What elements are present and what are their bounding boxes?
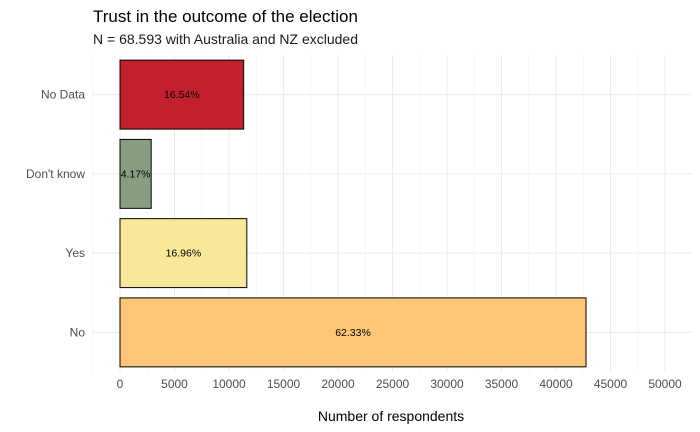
bar-data-label: 16.96% [166,248,202,260]
bar-data-label: 16.54% [164,89,200,101]
y-tick-label: Yes [65,246,85,260]
bar-data-label: 4.17% [121,168,151,180]
chart-subtitle: N = 68.593 with Australia and NZ exclude… [93,31,358,47]
x-tick-label: 45000 [594,377,628,391]
x-tick-label: 25000 [376,377,410,391]
x-tick-label: 40000 [539,377,573,391]
y-tick-label: No Data [41,88,85,102]
y-tick-label: No [70,325,86,339]
y-tick-label: Don't know [26,167,85,181]
x-axis-title: Number of respondents [318,408,464,424]
data-labels: 62.33% 16.96% 4.17% 16.54% [121,89,371,339]
bar-data-label: 62.33% [335,327,371,339]
x-tick-label: 35000 [485,377,519,391]
x-tick-label: 50000 [648,377,682,391]
x-tick-label: 10000 [212,377,246,391]
x-tick-label: 0 [117,377,124,391]
x-tick-label: 20000 [321,377,355,391]
x-tick-label: 30000 [430,377,464,391]
bar [119,138,152,209]
bar [119,297,587,368]
x-tick-label: 15000 [267,377,301,391]
x-tick-labels: 0 5000 10000 15000 20000 25000 30000 35000 40000… [117,377,682,391]
bars [119,59,587,368]
chart-title: Trust in the outcome of the election [93,7,358,26]
x-tick-label: 5000 [161,377,188,391]
y-tick-labels: No Yes Don't know No Data [26,88,85,340]
bar [119,218,248,289]
bar [119,59,245,130]
